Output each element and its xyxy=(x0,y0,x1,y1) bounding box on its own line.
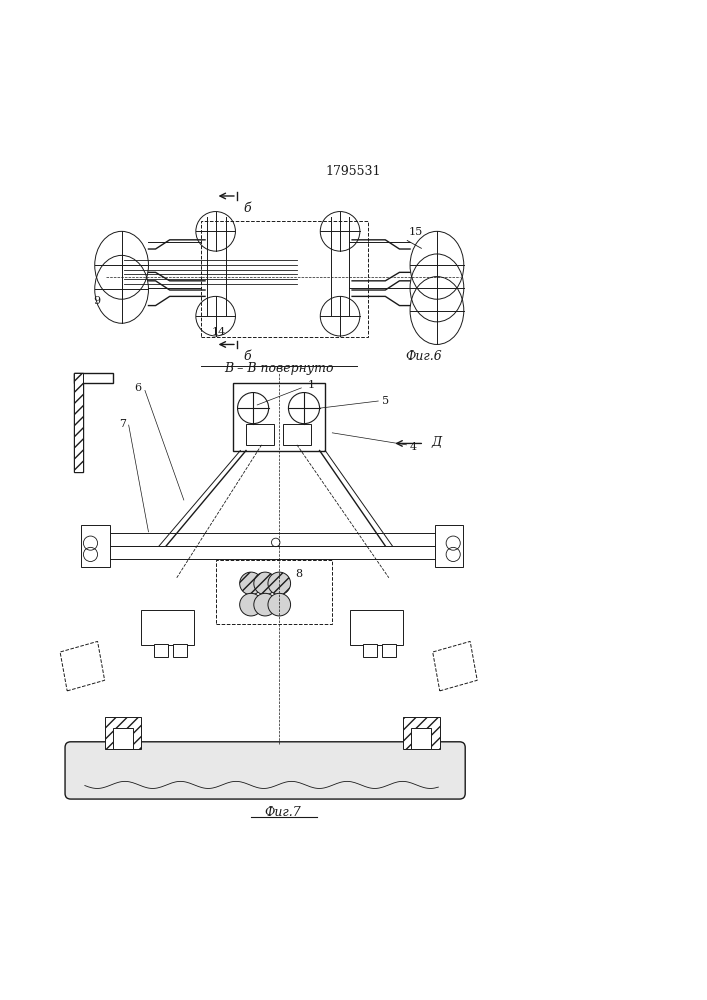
Circle shape xyxy=(268,593,291,616)
Circle shape xyxy=(240,572,262,595)
Bar xyxy=(350,610,403,645)
Bar xyxy=(382,644,396,657)
Text: В – В повернуто: В – В повернуто xyxy=(225,362,334,375)
Text: 8: 8 xyxy=(296,569,303,579)
Text: 6: 6 xyxy=(134,383,141,393)
Bar xyxy=(81,525,110,567)
Bar xyxy=(141,610,194,645)
Circle shape xyxy=(254,593,276,616)
Bar xyxy=(113,728,133,749)
Text: 9: 9 xyxy=(93,296,100,306)
Bar xyxy=(74,373,83,472)
Bar xyxy=(74,373,83,472)
Text: 1795531: 1795531 xyxy=(326,165,381,178)
Bar xyxy=(74,373,113,383)
Bar xyxy=(246,424,274,445)
Text: Фиг.7: Фиг.7 xyxy=(264,806,301,819)
Text: 1: 1 xyxy=(308,380,315,390)
Bar xyxy=(201,221,368,337)
Polygon shape xyxy=(60,641,105,691)
Text: 15: 15 xyxy=(409,227,423,237)
Polygon shape xyxy=(433,641,477,691)
Text: Д: Д xyxy=(431,436,441,449)
Bar xyxy=(105,717,141,749)
Text: 14: 14 xyxy=(212,327,226,337)
Bar xyxy=(173,644,187,657)
Circle shape xyxy=(268,572,291,595)
Bar xyxy=(105,533,440,546)
Bar xyxy=(403,717,440,749)
Text: б: б xyxy=(243,350,251,363)
Circle shape xyxy=(240,593,262,616)
Text: б: б xyxy=(243,202,251,215)
Bar xyxy=(283,424,311,445)
Bar xyxy=(411,728,431,749)
Bar xyxy=(216,560,332,624)
Bar xyxy=(363,644,377,657)
Text: Фиг.6: Фиг.6 xyxy=(406,350,443,363)
Text: 7: 7 xyxy=(119,419,126,429)
Bar xyxy=(233,383,325,451)
Bar xyxy=(435,525,463,567)
Bar xyxy=(154,644,168,657)
Circle shape xyxy=(254,572,276,595)
FancyBboxPatch shape xyxy=(65,742,465,799)
Text: 4: 4 xyxy=(410,442,417,452)
Text: 5: 5 xyxy=(382,396,389,406)
Bar xyxy=(105,546,440,559)
